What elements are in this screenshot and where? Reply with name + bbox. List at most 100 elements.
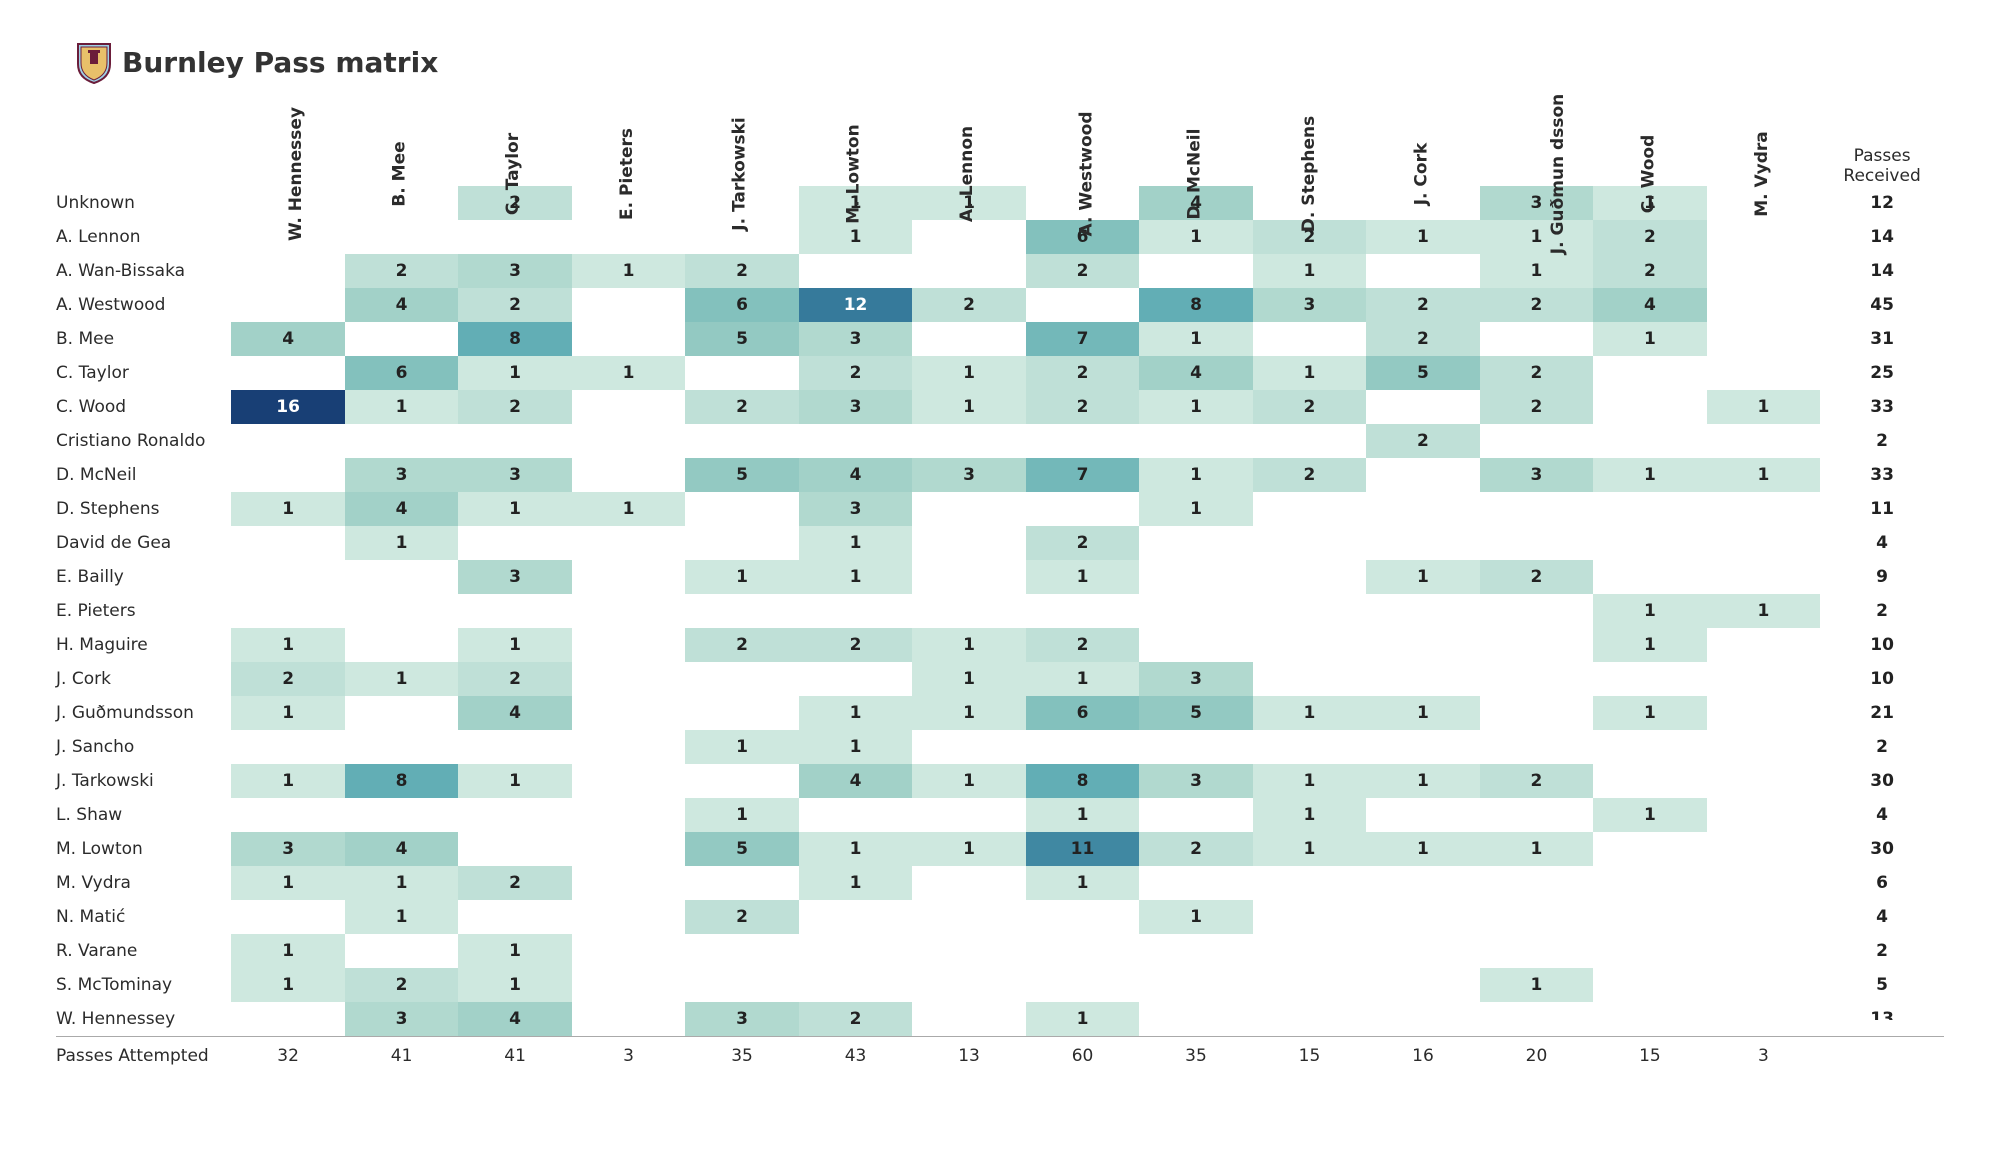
cell: [572, 322, 685, 356]
cell: [1707, 968, 1820, 1002]
cell: [1707, 526, 1820, 560]
row-label: J. Tarkowski: [56, 764, 231, 798]
cell: 2: [685, 254, 798, 288]
row-total: 5: [1820, 968, 1944, 1002]
cell: 1: [912, 356, 1025, 390]
cell: 2: [1593, 254, 1706, 288]
cell: [1480, 628, 1593, 662]
cell: 7: [1026, 458, 1139, 492]
row-label: N. Matić: [56, 900, 231, 934]
cell: 2: [1366, 424, 1479, 458]
cell: 5: [685, 832, 798, 866]
row-total: 2: [1820, 934, 1944, 968]
cell: 1: [1026, 1002, 1139, 1037]
cell: [799, 798, 912, 832]
cell: 1: [799, 696, 912, 730]
cell: [231, 526, 344, 560]
cell: 1: [1253, 254, 1366, 288]
cell: 1: [1366, 560, 1479, 594]
cell: [1366, 594, 1479, 628]
cell: 1: [1593, 696, 1706, 730]
cell: [1480, 866, 1593, 900]
cell: 1: [1480, 254, 1593, 288]
cell: [912, 934, 1025, 968]
cell: [572, 628, 685, 662]
col-header-label: B. Mee: [390, 141, 414, 206]
cell: 2: [1480, 560, 1593, 594]
cell: 2: [1026, 356, 1139, 390]
cell: [1707, 254, 1820, 288]
table-row: J. Tarkowski181418311230: [56, 764, 1944, 798]
col-header-label: A. Lennon: [957, 126, 981, 222]
cell: [1707, 832, 1820, 866]
col-header-label: J. Guðmun dsson: [1548, 94, 1572, 254]
cell: [1253, 492, 1366, 526]
cell: [1026, 968, 1139, 1002]
cell: [1480, 526, 1593, 560]
cell: [572, 220, 685, 254]
cell: 1: [345, 662, 458, 696]
cell: 1: [1707, 390, 1820, 424]
row-label: M. Vydra: [56, 866, 231, 900]
row-label: A. Westwood: [56, 288, 231, 322]
cell: 2: [1026, 390, 1139, 424]
table-row: J. Guðmundsson14116511121: [56, 696, 1944, 730]
cell: 2: [458, 866, 571, 900]
cell: [1707, 764, 1820, 798]
cell: [685, 866, 798, 900]
cell: 2: [912, 288, 1025, 322]
row-label: S. McTominay: [56, 968, 231, 1002]
cell: [345, 628, 458, 662]
col-header-label: W. Hennessey: [286, 107, 310, 241]
cell: 3: [1480, 186, 1593, 220]
cell: [458, 900, 571, 934]
cell: 2: [1480, 288, 1593, 322]
cell: [1593, 968, 1706, 1002]
row-total: 33: [1820, 390, 1944, 424]
cell: [1593, 560, 1706, 594]
table-row: J. Cork21211310: [56, 662, 1944, 696]
cell: 1: [231, 696, 344, 730]
cell: [1366, 1002, 1479, 1037]
cell: 3: [1253, 288, 1366, 322]
cell: [572, 390, 685, 424]
cell: 2: [231, 662, 344, 696]
row-label: J. Cork: [56, 662, 231, 696]
cell: 1: [799, 560, 912, 594]
cell: 5: [685, 322, 798, 356]
row-total: 10: [1820, 662, 1944, 696]
cell: 1: [1139, 390, 1252, 424]
cell: 1: [685, 730, 798, 764]
cell: [685, 356, 798, 390]
cell: [1253, 900, 1366, 934]
cell: [1026, 730, 1139, 764]
col-header: W. Hennessey: [231, 90, 344, 186]
cell: 5: [1139, 696, 1252, 730]
cell: 2: [1253, 458, 1366, 492]
cell: 1: [1593, 322, 1706, 356]
table-body: Unknown21143112A. Lennon161211214A. Wan-…: [56, 186, 1944, 1037]
cell: [912, 798, 1025, 832]
row-label: B. Mee: [56, 322, 231, 356]
cell: [912, 492, 1025, 526]
col-total: 60: [1026, 1037, 1139, 1076]
col-header-label: D. McNeil: [1184, 129, 1208, 220]
cell: [1707, 662, 1820, 696]
cell: [912, 560, 1025, 594]
table-row: M. Lowton3451111211130: [56, 832, 1944, 866]
cell: [685, 526, 798, 560]
row-label: A. Lennon: [56, 220, 231, 254]
cell: [345, 560, 458, 594]
row-total: 12: [1820, 186, 1944, 220]
cell: [572, 968, 685, 1002]
cell: [345, 730, 458, 764]
table-row: D. McNeil3354371231133: [56, 458, 1944, 492]
cell: [1253, 866, 1366, 900]
cell: [1253, 628, 1366, 662]
row-total: 25: [1820, 356, 1944, 390]
cell: [572, 560, 685, 594]
col-header-label: C. Taylor: [503, 133, 527, 215]
col-header: C. Taylor: [458, 90, 571, 186]
cell: [345, 696, 458, 730]
cell: 8: [458, 322, 571, 356]
